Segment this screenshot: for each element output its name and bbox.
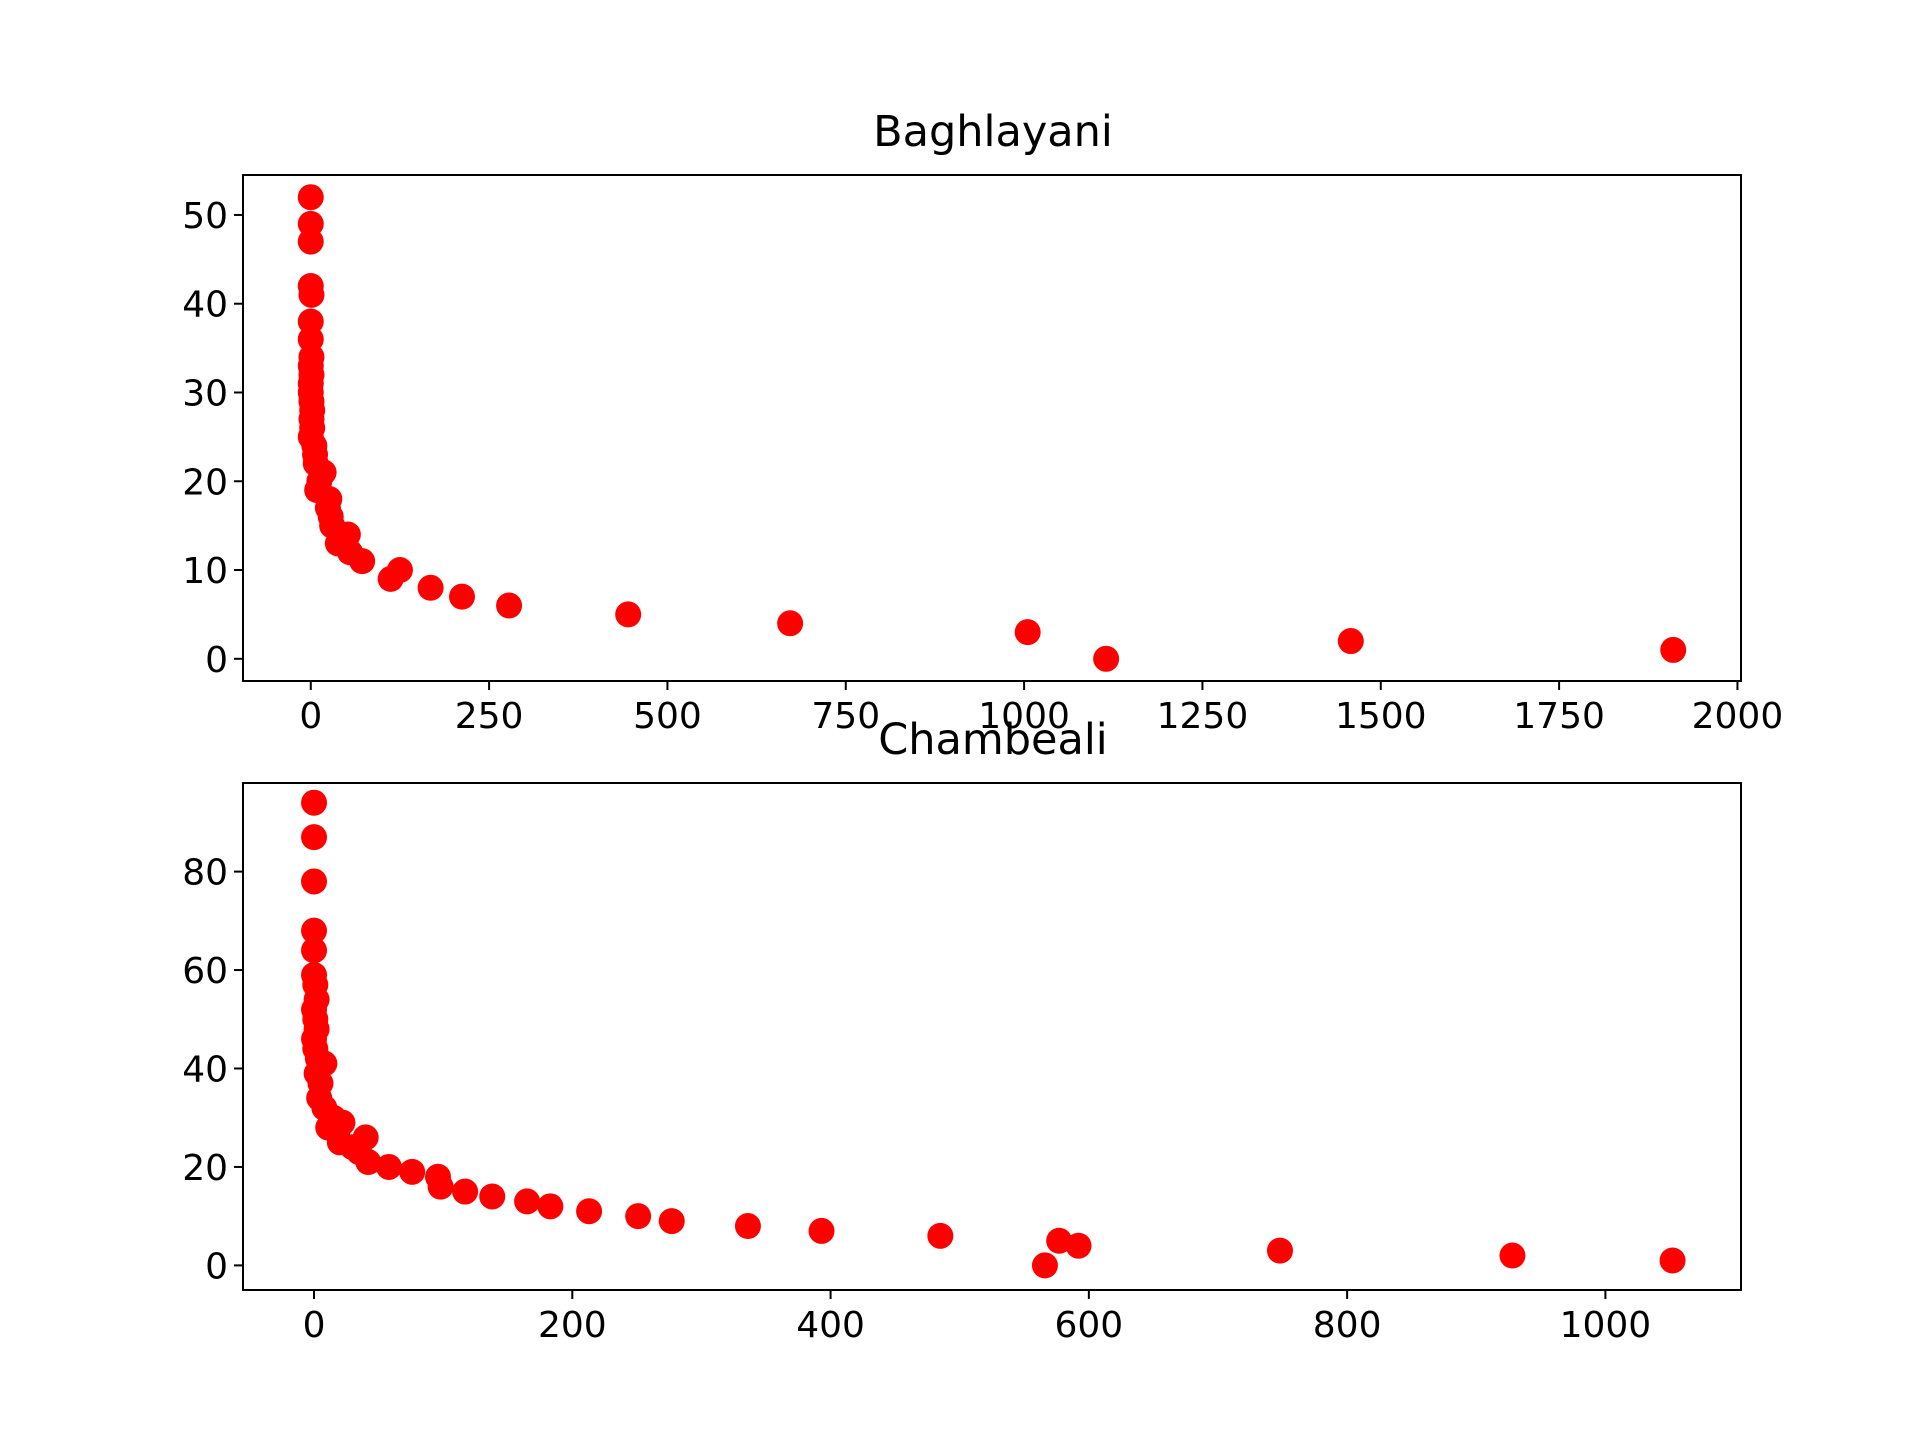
- scatter-point: [399, 1158, 426, 1185]
- scatter-point: [355, 1149, 382, 1176]
- scatter-point: [301, 917, 328, 944]
- x-tick-label: 750: [811, 696, 880, 737]
- scatter-point: [615, 601, 642, 628]
- y-tick-label: 60: [182, 951, 228, 992]
- scatter-point: [514, 1188, 541, 1215]
- x-tick-label: 200: [538, 1305, 607, 1346]
- scatter-point: [1014, 619, 1041, 646]
- x-tick-label: 1500: [1335, 696, 1427, 737]
- scatter-point: [301, 937, 328, 964]
- scatter-point: [377, 565, 404, 592]
- scatter-point: [417, 574, 444, 601]
- scatter-point: [297, 228, 324, 255]
- scatter-point: [1031, 1252, 1058, 1279]
- scatter-point: [349, 548, 376, 575]
- scatter-point: [1659, 1247, 1686, 1274]
- scatter-point: [576, 1198, 603, 1225]
- x-tick-label: 250: [455, 696, 524, 737]
- scatter-point: [537, 1193, 564, 1220]
- subplot-title: Chambeali: [878, 715, 1108, 765]
- scatter-point: [927, 1222, 954, 1249]
- scatter-point: [301, 824, 328, 851]
- scatter-point: [734, 1213, 761, 1240]
- y-tick-label: 10: [182, 551, 228, 592]
- x-tick-label: 400: [796, 1305, 865, 1346]
- subplot-title: Baghlayani: [873, 107, 1113, 157]
- scatter-point: [496, 592, 523, 619]
- scatter-point: [658, 1208, 685, 1235]
- scatter-point: [625, 1203, 652, 1230]
- scatter-point: [448, 583, 475, 610]
- scatter-point: [1337, 628, 1364, 655]
- x-tick-label: 1000: [978, 696, 1070, 737]
- scatter-point: [777, 610, 804, 637]
- y-tick-label: 40: [182, 1049, 228, 1090]
- x-tick-label: 0: [299, 696, 322, 737]
- x-tick-label: 1250: [1157, 696, 1249, 737]
- scatter-point: [297, 184, 324, 211]
- x-tick-label: 1000: [1560, 1305, 1652, 1346]
- y-tick-label: 30: [182, 373, 228, 414]
- x-axis-ticks: 0 250 500 750 1000 1250 1500 1750 2000: [299, 681, 1783, 737]
- y-axis-ticks: 0 20 40 60 80: [182, 853, 243, 1287]
- x-tick-label: 600: [1054, 1305, 1123, 1346]
- y-tick-label: 20: [182, 462, 228, 503]
- y-tick-label: 0: [205, 1246, 228, 1287]
- subplot-chambeali: Chambeali 0 200 400 600 800 1000 0 20 40 60 80: [182, 715, 1742, 1346]
- x-tick-label: 0: [303, 1305, 326, 1346]
- scatter-point: [375, 1153, 402, 1180]
- y-tick-label: 0: [205, 640, 228, 681]
- plot-area-frame: [242, 174, 1742, 682]
- subplot-baghlayani: Baghlayani 0 250 500 750 1000 1250 1500 1750 200…: [182, 107, 1783, 737]
- x-tick-label: 1750: [1513, 696, 1605, 737]
- scatter-point: [452, 1178, 479, 1205]
- scatter-point: [301, 868, 328, 895]
- plot-area-frame: [242, 782, 1742, 1291]
- x-tick-label: 800: [1313, 1305, 1382, 1346]
- y-axis-ticks: 0 10 20 30 40 50: [182, 196, 243, 681]
- scatter-point: [298, 281, 325, 308]
- y-tick-label: 80: [182, 853, 228, 894]
- x-tick-label: 2000: [1692, 696, 1784, 737]
- scatter-point: [427, 1173, 454, 1200]
- y-tick-label: 50: [182, 196, 228, 237]
- scatter-point: [1093, 645, 1120, 672]
- scatter-point: [479, 1183, 506, 1210]
- y-tick-label: 40: [182, 285, 228, 326]
- x-axis-ticks: 0 200 400 600 800 1000: [303, 1290, 1652, 1346]
- scatter-point: [301, 789, 328, 816]
- y-tick-label: 20: [182, 1148, 228, 1189]
- scatter-point: [808, 1217, 835, 1244]
- scatter-point: [1266, 1237, 1293, 1264]
- scatter-point: [1660, 636, 1687, 663]
- scatter-point: [1499, 1242, 1526, 1269]
- scatter-points: [301, 789, 1686, 1279]
- x-tick-label: 500: [633, 696, 702, 737]
- scatter-points: [297, 184, 1687, 672]
- scatter-point: [1065, 1232, 1092, 1259]
